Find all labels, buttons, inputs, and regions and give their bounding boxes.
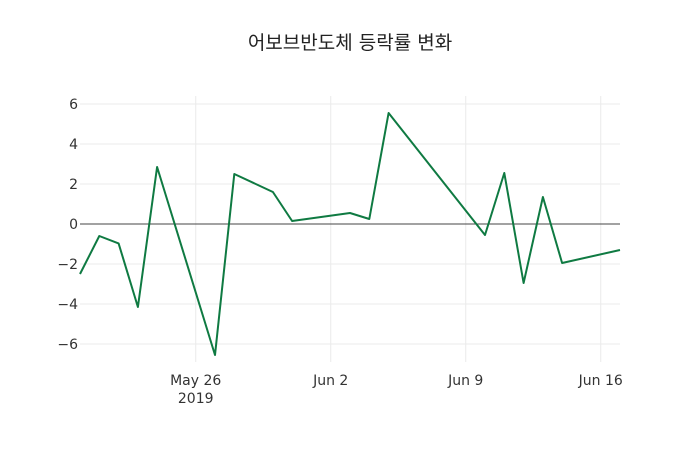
x-axis: May 26 2019 Jun 2 Jun 9 Jun 16 [170,373,623,407]
y-axis: 6 4 2 0 −2 −4 −6 [57,97,78,353]
y-tick-label: 4 [69,137,78,153]
x-tick-label: Jun 2 [312,373,348,389]
y-tick-label: −2 [57,257,78,273]
y-tick-label: −4 [57,297,78,313]
y-tick-label: 6 [69,97,78,113]
y-tick-label: 2 [69,177,78,193]
series-line [79,112,621,356]
x-tick-label: Jun 16 [578,373,623,389]
y-tick-label: 0 [69,217,78,233]
x-tick-year-label: 2019 [178,391,214,407]
grid-lines [80,96,620,362]
y-tick-label: −6 [57,337,78,353]
chart-title: 어보브반도체 등락률 변화 [248,32,452,54]
x-tick-label: Jun 9 [447,373,483,389]
x-tick-label: May 26 [170,373,221,389]
